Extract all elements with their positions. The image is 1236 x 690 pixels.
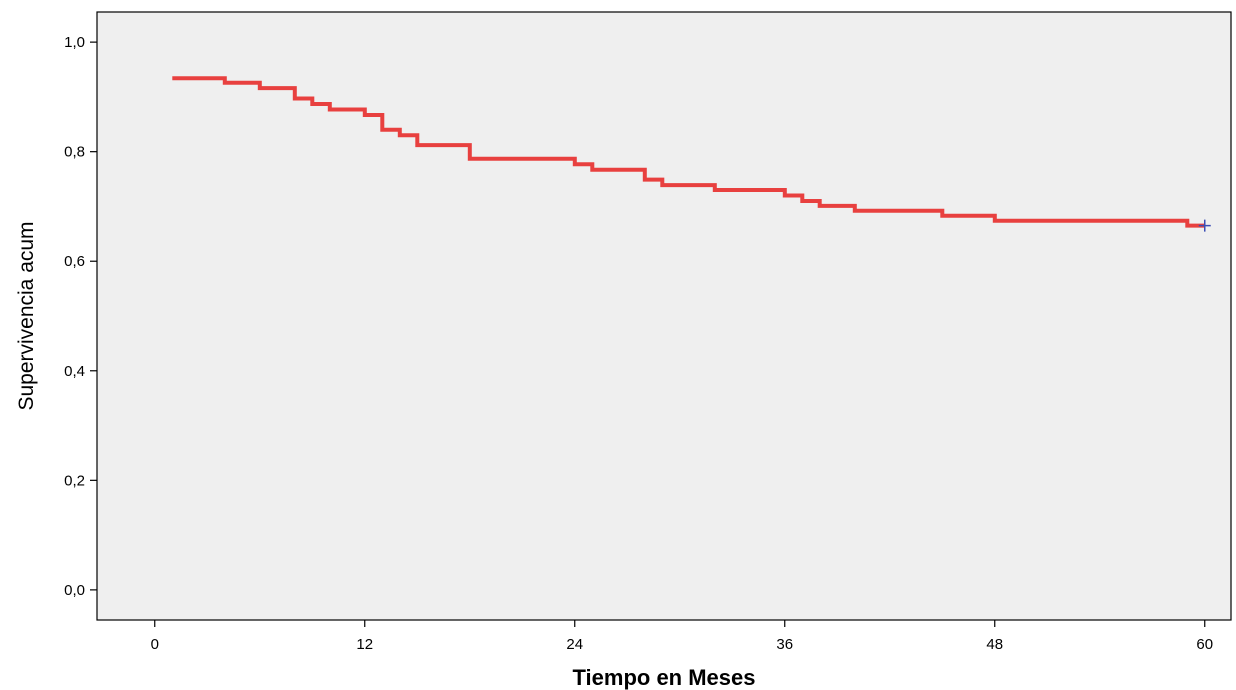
x-axis-title: Tiempo en Meses — [573, 665, 756, 690]
y-tick-label: 0,8 — [64, 144, 85, 161]
x-axis: 0 12 24 36 48 60 — [151, 620, 1213, 653]
x-tick-label: 0 — [151, 636, 159, 653]
series-layer — [172, 76, 1211, 232]
x-tick-label: 12 — [356, 636, 373, 653]
x-tick-label: 48 — [986, 636, 1003, 653]
x-tick-label: 60 — [1196, 636, 1213, 653]
x-tick-label: 36 — [776, 636, 793, 653]
y-tick-label: 0,4 — [64, 363, 85, 380]
y-tick-label: 0,0 — [64, 582, 85, 599]
y-tick-label: 0,2 — [64, 472, 85, 489]
y-axis-title: Supervivencia acum — [15, 221, 38, 410]
censor-mark — [1198, 219, 1211, 232]
survival-curve — [172, 76, 1205, 228]
x-tick-label: 24 — [566, 636, 583, 653]
y-axis: 0,0 0,2 0,4 0,6 0,8 1,0 — [64, 34, 97, 599]
plot-area — [96, 11, 1232, 621]
y-tick-label: 1,0 — [64, 34, 85, 51]
y-tick-label: 0,6 — [64, 253, 85, 270]
